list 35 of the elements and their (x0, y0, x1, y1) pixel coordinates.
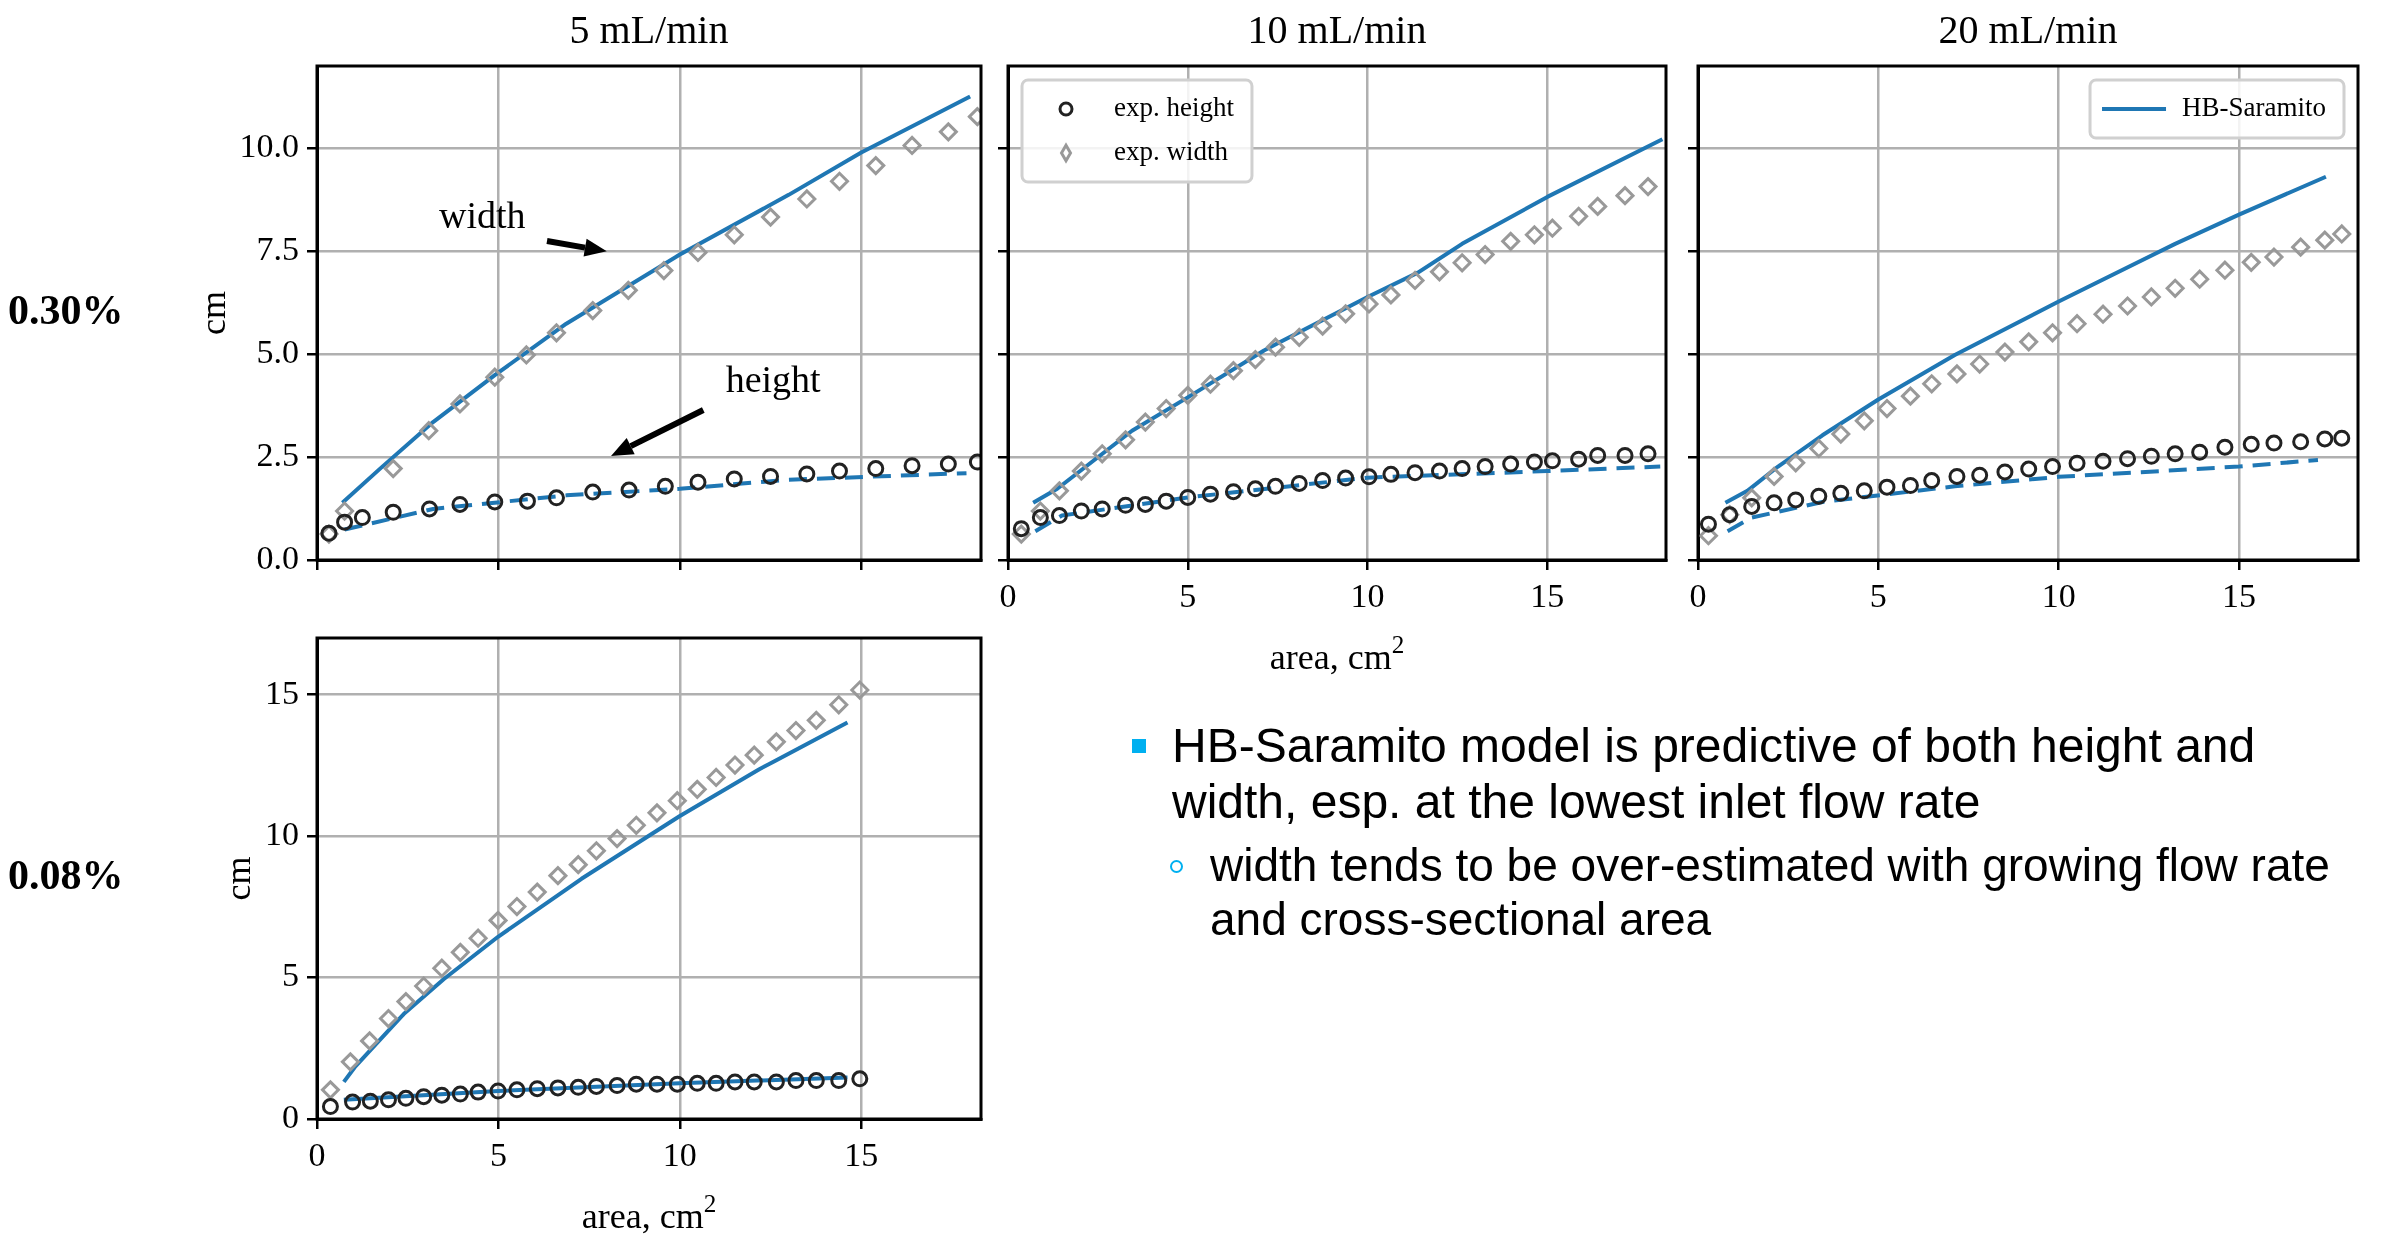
x-tick-label: 5 (1869, 577, 1887, 615)
legend-label: HB-Saramito (2182, 92, 2327, 123)
x-tick-label: 5 (1179, 577, 1197, 615)
y-tick-label: 0.0 (256, 538, 299, 576)
y-tick-label: 5.0 (256, 333, 299, 371)
x-tick-label: 15 (2221, 577, 2256, 615)
y-tick-label: 10 (265, 814, 299, 852)
legend-label: exp. width (1114, 136, 1229, 167)
y-axis-title: cm (192, 291, 233, 335)
y-tick-label: 2.5 (256, 436, 299, 474)
y-tick-label: 0 (282, 1097, 299, 1135)
annotation: height (725, 358, 822, 401)
y-axis-title: cm (218, 856, 259, 901)
chart-title: 10 mL/min (1247, 6, 1427, 52)
x-tick-label: 5 (489, 1136, 507, 1174)
y-tick-label: 5 (282, 956, 299, 994)
x-tick-label: 0 (999, 577, 1017, 615)
y-tick-label: 10.0 (239, 127, 299, 165)
x-tick-label: 0 (308, 1136, 326, 1174)
chart-title: 5 mL/min (569, 6, 729, 52)
chart-title: 20 mL/min (1938, 6, 2118, 52)
y-tick-label: 7.5 (256, 230, 299, 268)
annotation: width (439, 194, 526, 237)
text: width tends to be over-estimated with growing flow rate and cross-sectional area (1210, 839, 2330, 945)
x-tick-label: 0 (1689, 577, 1707, 615)
text: HB-Saramito model is predictive of both height and width, esp. at the lowest inlet flow rate (1172, 719, 2256, 828)
text: 0.08% (8, 852, 124, 899)
x-tick-label: 15 (1530, 577, 1565, 615)
x-tick-label: 10 (662, 1136, 697, 1174)
y-tick-label: 15 (265, 673, 299, 711)
text: 0.30% (8, 286, 124, 333)
x-tick-label: 15 (844, 1136, 879, 1174)
x-tick-label: 10 (1350, 577, 1385, 615)
x-tick-label: 10 (2041, 577, 2076, 615)
legend-label: exp. height (1114, 92, 1235, 123)
